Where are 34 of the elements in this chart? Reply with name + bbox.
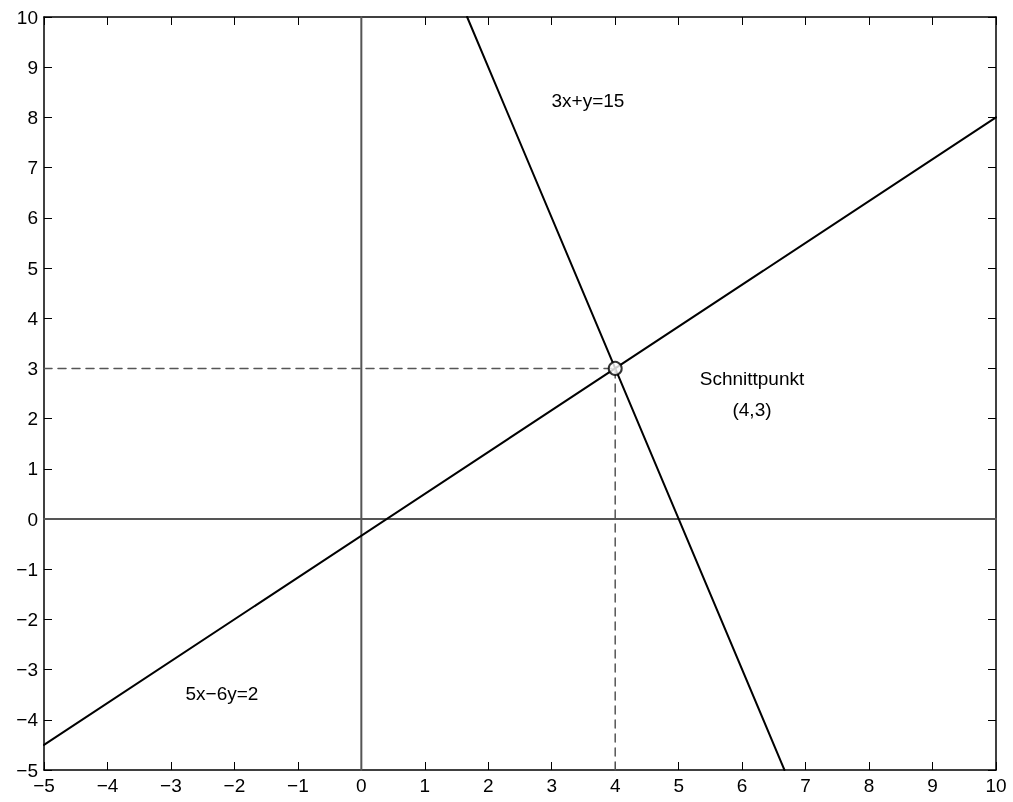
y-tick-label: −1: [16, 558, 38, 580]
y-tick-label: 8: [27, 106, 38, 128]
y-tick-label: 7: [27, 157, 38, 179]
y-tick-label: 10: [16, 6, 38, 28]
annotation: Schnittpunkt (4,3): [699, 368, 805, 420]
x-tick-label: 10: [985, 775, 1007, 796]
x-tick-label: 4: [609, 775, 621, 796]
x-tick-label: 1: [419, 775, 431, 796]
annotation: 3x+y=15: [551, 89, 625, 111]
x-tick-label: 3: [546, 775, 558, 796]
x-tick-label: 0: [356, 775, 367, 796]
annotation: 5x−6y=2: [185, 682, 259, 704]
y-tick-label: −2: [16, 608, 38, 630]
x-tick-label: −2: [223, 775, 246, 796]
y-tick-label: −3: [16, 659, 38, 681]
y-tick-label: −5: [16, 759, 38, 781]
y-tick-label: 4: [27, 307, 39, 329]
y-tick-label: −4: [16, 709, 39, 731]
y-tick-label: 5: [27, 257, 38, 279]
x-tick-label: 7: [800, 775, 811, 796]
x-tick-label: 9: [927, 775, 938, 796]
x-tick-label: 8: [863, 775, 875, 796]
x-tick-label: 2: [482, 775, 494, 796]
x-tick-label: 5: [673, 775, 684, 796]
y-tick-label: 9: [27, 56, 38, 78]
y-tick-label: 2: [27, 408, 38, 430]
x-tick-label: −4: [96, 775, 119, 796]
x-tick-label: −1: [287, 775, 309, 796]
y-tick-label: 6: [27, 207, 38, 229]
x-tick-label: 6: [736, 775, 748, 796]
x-tick-label: −3: [160, 775, 182, 796]
y-tick-label: 1: [27, 458, 38, 480]
y-tick-label: 3: [27, 357, 38, 379]
y-tick-label: 0: [27, 508, 38, 530]
